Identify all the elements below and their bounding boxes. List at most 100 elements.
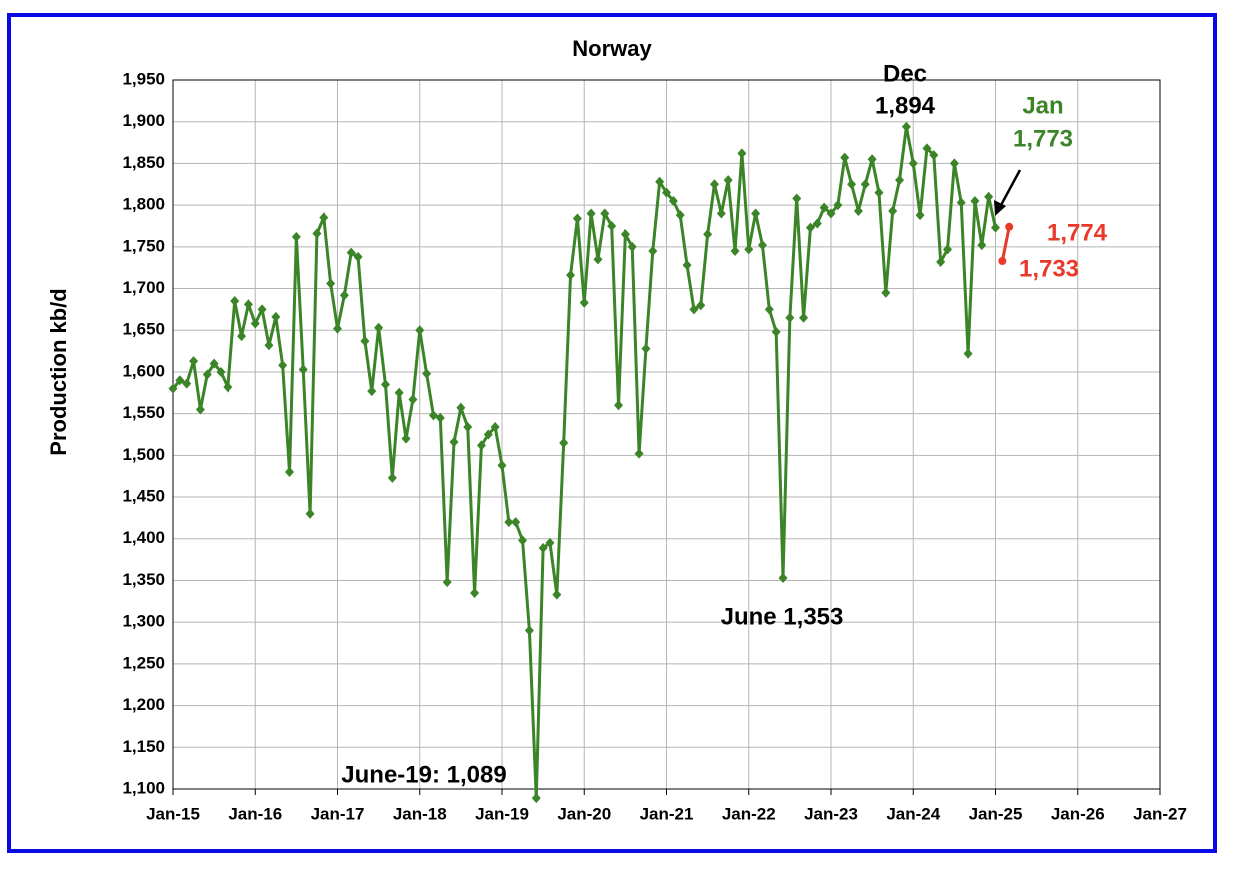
marker — [476, 440, 486, 451]
marker — [237, 331, 247, 342]
marker — [785, 312, 795, 323]
marker — [922, 143, 932, 154]
marker — [559, 437, 569, 448]
marker — [189, 356, 199, 367]
marker — [792, 193, 802, 204]
marker — [305, 508, 315, 519]
marker — [339, 290, 349, 301]
marker — [723, 175, 733, 186]
marker — [415, 325, 425, 336]
marker — [614, 400, 624, 411]
marker — [531, 793, 541, 804]
marker — [442, 577, 452, 588]
marker — [771, 326, 781, 337]
annotation: Dec — [883, 60, 927, 87]
marker — [648, 245, 658, 256]
marker — [730, 245, 740, 256]
marker — [970, 195, 980, 206]
marker — [168, 383, 178, 394]
marker — [634, 448, 644, 459]
marker — [257, 304, 267, 315]
y-tick-label: 1,150 — [122, 737, 165, 756]
y-tick-label: 1,750 — [122, 236, 165, 255]
marker — [367, 386, 377, 397]
marker — [901, 121, 911, 132]
marker — [915, 210, 925, 221]
x-tick-label: Jan-23 — [804, 804, 858, 823]
marker — [285, 467, 295, 478]
marker — [195, 404, 205, 415]
marker — [216, 366, 226, 377]
x-tick-label: Jan-16 — [228, 804, 282, 823]
marker — [518, 535, 528, 546]
marker — [483, 429, 493, 440]
marker — [422, 368, 432, 379]
marker — [209, 358, 219, 369]
annotation: 1,894 — [875, 92, 936, 119]
marker — [579, 297, 589, 308]
marker — [956, 197, 966, 208]
marker — [627, 241, 637, 252]
marker — [888, 205, 898, 216]
marker — [744, 244, 754, 255]
y-tick-label: 1,650 — [122, 320, 165, 339]
y-tick-label: 1,450 — [122, 487, 165, 506]
marker — [470, 587, 480, 598]
y-tick-label: 1,500 — [122, 445, 165, 464]
marker — [202, 369, 212, 380]
marker — [449, 437, 459, 448]
arrow-head — [994, 200, 1006, 216]
marker — [860, 179, 870, 190]
marker — [600, 208, 610, 219]
marker — [524, 625, 534, 636]
plot-border — [172, 79, 1161, 790]
x-tick-label: Jan-15 — [146, 804, 200, 823]
marker — [696, 300, 706, 311]
marker — [264, 340, 274, 351]
marker — [778, 572, 788, 583]
x-tick-label: Jan-18 — [393, 804, 447, 823]
x-tick-label: Jan-19 — [475, 804, 529, 823]
marker — [230, 296, 240, 307]
marker — [709, 179, 719, 190]
annotation: Jan — [1022, 92, 1063, 119]
marker — [243, 299, 253, 310]
marker — [326, 278, 336, 289]
marker — [991, 222, 1000, 233]
marker — [497, 460, 507, 471]
marker — [936, 256, 946, 267]
y-tick-label: 1,950 — [122, 69, 165, 88]
marker — [175, 375, 185, 386]
x-tick-label: Jan-21 — [640, 804, 694, 823]
marker — [353, 251, 363, 262]
marker — [278, 360, 288, 371]
series-line — [1000, 226, 1011, 262]
marker — [360, 336, 370, 347]
marker — [1005, 222, 1014, 231]
marker — [298, 364, 308, 375]
y-tick-label: 1,100 — [122, 778, 165, 797]
marker — [751, 208, 761, 219]
annotation: 1,774 — [1047, 219, 1108, 246]
y-tick-label: 1,250 — [122, 653, 165, 672]
frame — [7, 13, 1217, 853]
marker — [682, 260, 692, 271]
y-tick-label: 1,700 — [122, 278, 165, 297]
marker — [223, 381, 233, 392]
y-tick-label: 1,350 — [122, 570, 165, 589]
marker — [380, 379, 390, 390]
marker — [998, 257, 1007, 266]
marker — [319, 212, 329, 223]
marker — [977, 240, 987, 251]
y-tick-label: 1,800 — [122, 195, 165, 214]
marker — [312, 228, 322, 239]
arrow — [998, 169, 1022, 208]
marker — [593, 254, 603, 265]
marker — [435, 412, 445, 423]
marker — [271, 311, 281, 322]
y-tick-label: 1,850 — [122, 153, 165, 172]
marker — [874, 187, 884, 198]
marker — [812, 218, 822, 229]
annotation: June 1,353 — [721, 603, 844, 630]
